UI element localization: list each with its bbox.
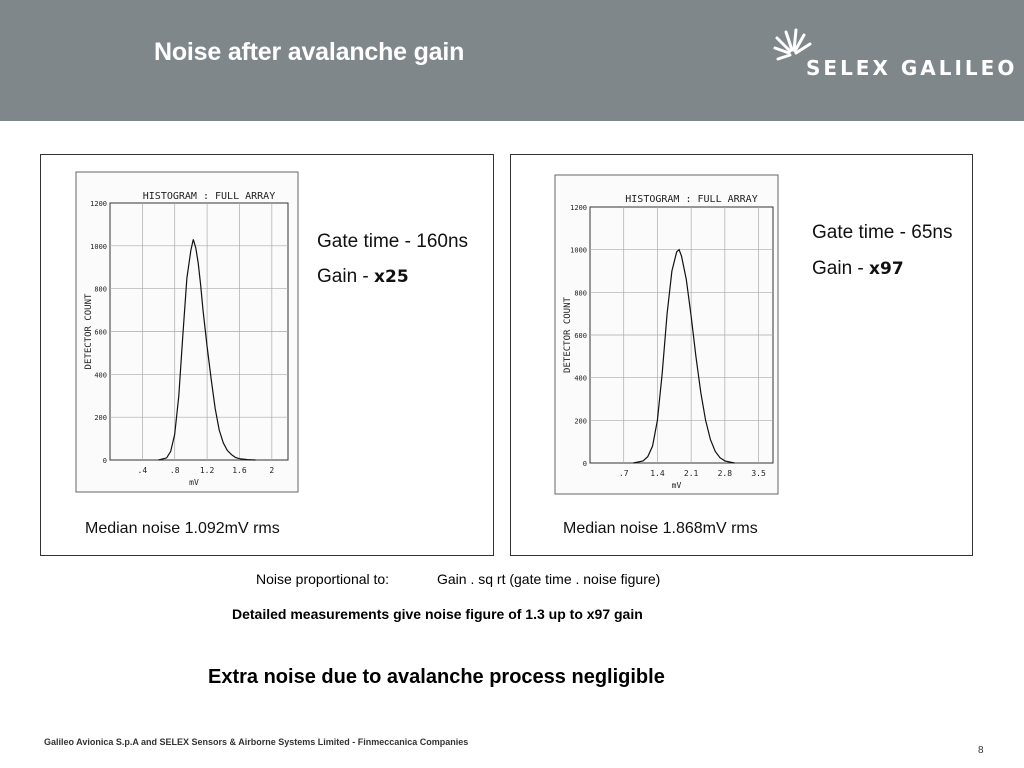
y-tick-label: 400 xyxy=(94,371,107,379)
histogram-series-line xyxy=(158,239,256,461)
x-tick-label: 1.2 xyxy=(200,466,215,475)
histogram-chart-1: .4 .8 1.2 1.6 2 0 200 400 600 800 1000 1200 HISTOGRA… xyxy=(75,171,299,493)
x-tick-label: 2 xyxy=(269,466,274,475)
histogram-chart-2: .7 1.4 2.1 2.8 3.5 0 200 400 600 800 1000 1200 HISTO… xyxy=(554,174,779,495)
y-tick-label: 600 xyxy=(574,332,587,340)
gain-prefix-2: Gain - xyxy=(812,258,870,279)
median-noise-label-1: Median noise 1.092mV rms xyxy=(85,520,280,537)
logo-burst-icon xyxy=(773,28,812,61)
y-tick-label: 200 xyxy=(574,417,587,425)
y-tick-label: 1000 xyxy=(570,247,587,255)
gain-label-1: Gain - x25 xyxy=(317,266,409,288)
gate-time-label-2: Gate time - 65ns xyxy=(812,222,953,243)
y-tick-label: 1200 xyxy=(570,204,587,212)
conclusion-text: Extra noise due to avalanche process neg… xyxy=(208,666,665,688)
chart-title: HISTOGRAM : FULL ARRAY xyxy=(143,191,275,202)
gain-label-2: Gain - x97 xyxy=(812,258,904,280)
y-tick-label: 400 xyxy=(574,375,587,383)
y-tick-label: 0 xyxy=(103,457,107,465)
logo-wordmark: SELEX GALILEO xyxy=(806,56,1018,80)
chart-frame xyxy=(75,171,299,493)
x-axis-label: mV xyxy=(672,481,682,490)
chart-title: HISTOGRAM : FULL ARRAY xyxy=(625,194,757,205)
y-tick-label: 600 xyxy=(94,329,107,337)
x-tick-label: .7 xyxy=(619,469,629,478)
y-tick-label: 1000 xyxy=(90,243,107,251)
histogram-series-line xyxy=(633,248,735,464)
detailed-measurements-text: Detailed measurements give noise figure … xyxy=(232,606,643,622)
selex-galileo-logo: SELEX GALILEO xyxy=(770,26,1020,86)
noise-proportional-label: Noise proportional to: xyxy=(256,571,390,587)
gain-prefix-1: Gain - xyxy=(317,266,375,287)
y-tick-label: 200 xyxy=(94,414,107,422)
x-tick-label: 1.6 xyxy=(232,466,247,475)
gate-time-label-1: Gate time - 160ns xyxy=(317,231,469,252)
median-noise-label-2: Median noise 1.868mV rms xyxy=(563,520,758,537)
x-tick-label: 2.1 xyxy=(684,469,699,478)
y-tick-label: 800 xyxy=(574,289,587,297)
x-tick-label: .8 xyxy=(170,466,180,475)
x-tick-label: 1.4 xyxy=(650,469,665,478)
slide-title: Noise after avalanche gain xyxy=(154,38,465,66)
x-tick-label: 3.5 xyxy=(751,469,766,478)
y-axis-label: DETECTOR COUNT xyxy=(563,296,573,372)
histogram-panel-2: .7 1.4 2.1 2.8 3.5 0 200 400 600 800 1000 1200 HISTO… xyxy=(510,154,973,556)
y-tick-label: 0 xyxy=(583,460,587,468)
page-number: 8 xyxy=(978,745,984,756)
histogram-panel-1: .4 .8 1.2 1.6 2 0 200 400 600 800 1000 1200 HISTOGRA… xyxy=(40,154,494,556)
chart-frame xyxy=(554,174,779,495)
x-tick-label: .4 xyxy=(138,466,148,475)
y-axis-label: DETECTOR COUNT xyxy=(84,293,94,369)
gain-value-1: x25 xyxy=(374,267,409,287)
header-bar: Noise after avalanche gain SELEX GALILEO xyxy=(0,0,1024,121)
y-tick-label: 1200 xyxy=(90,200,107,208)
y-tick-label: 800 xyxy=(94,286,107,294)
x-tick-label: 2.8 xyxy=(718,469,733,478)
x-axis-label: mV xyxy=(189,478,199,487)
footer-text: Galileo Avionica S.p.A and SELEX Sensors… xyxy=(44,737,469,747)
noise-proportional-formula: Gain . sq rt (gate time . noise figure) xyxy=(437,571,661,587)
gain-value-2: x97 xyxy=(869,259,904,279)
